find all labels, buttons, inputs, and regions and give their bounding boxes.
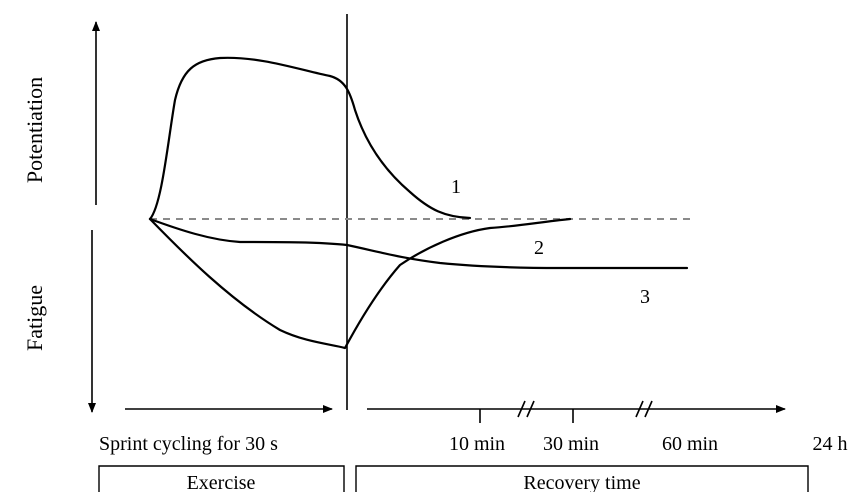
time-label-24-h: 24 h <box>813 433 848 455</box>
curve-2-recovery <box>148 217 572 350</box>
fatigue-label: Fatigue <box>22 285 47 351</box>
sprint-label: Sprint cycling for 30 s <box>99 433 278 455</box>
curve-3-label: 3 <box>640 286 650 308</box>
curve-1-label: 1 <box>451 176 461 198</box>
exercise-phase-label: Exercise <box>187 472 256 492</box>
recovery-phase-label: Recovery time <box>523 472 640 492</box>
time-label-10-min: 10 min <box>449 433 505 455</box>
exercise-bracket <box>98 465 345 492</box>
time-label-60-min: 60 min <box>662 433 718 455</box>
axis-break-1b <box>526 400 535 418</box>
recovery-bracket <box>355 465 809 492</box>
axis-break-2a <box>635 400 644 418</box>
axis-break-2b <box>644 400 653 418</box>
axis-break-1a <box>517 400 526 418</box>
time-label-30-min: 30 min <box>543 433 599 455</box>
curve-2-label: 2 <box>534 237 544 259</box>
potentiation-label: Potentiation <box>22 77 47 183</box>
curve-1-potentiation <box>148 56 472 221</box>
curve-3-prolonged-fatigue <box>148 217 689 270</box>
